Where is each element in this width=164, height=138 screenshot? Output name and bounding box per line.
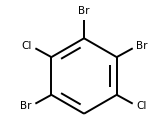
Text: Cl: Cl	[21, 41, 32, 51]
Text: Br: Br	[78, 6, 90, 16]
Text: Br: Br	[20, 101, 32, 111]
Text: Br: Br	[136, 41, 148, 51]
Text: Cl: Cl	[136, 101, 147, 111]
